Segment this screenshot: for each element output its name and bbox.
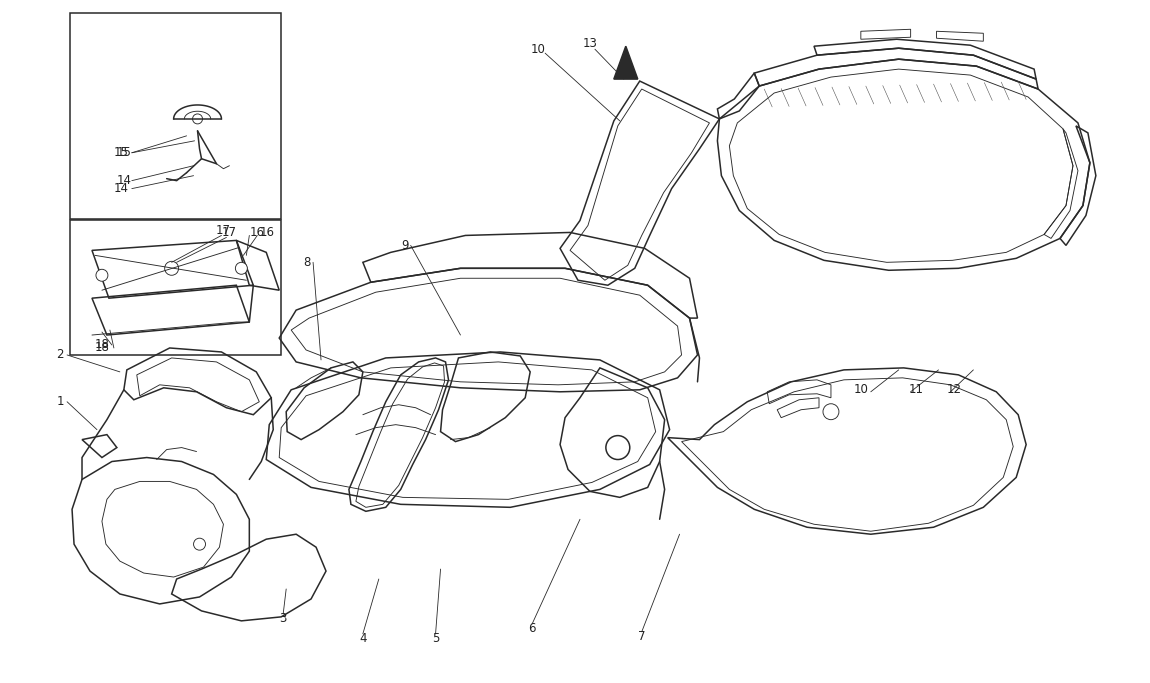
Circle shape xyxy=(193,538,206,550)
Text: 16: 16 xyxy=(259,226,275,239)
Circle shape xyxy=(236,262,247,275)
Text: 17: 17 xyxy=(222,226,237,239)
Circle shape xyxy=(95,269,108,281)
Text: 10: 10 xyxy=(530,43,545,56)
Text: 9: 9 xyxy=(401,239,408,252)
Text: 11: 11 xyxy=(908,383,923,396)
Text: 10: 10 xyxy=(854,383,868,396)
Text: 12: 12 xyxy=(946,383,961,396)
Text: 18: 18 xyxy=(95,339,110,352)
Text: 14: 14 xyxy=(117,174,132,187)
Text: 15: 15 xyxy=(114,146,129,159)
Text: 15: 15 xyxy=(117,146,132,159)
Circle shape xyxy=(606,436,630,460)
Text: 8: 8 xyxy=(304,256,312,269)
Text: 5: 5 xyxy=(432,632,439,645)
Text: 14: 14 xyxy=(114,182,129,195)
Text: 13: 13 xyxy=(583,37,597,50)
Text: 16: 16 xyxy=(250,226,264,239)
Text: 6: 6 xyxy=(528,622,536,635)
Text: 3: 3 xyxy=(279,613,286,626)
Circle shape xyxy=(164,262,178,275)
Text: 1: 1 xyxy=(56,395,64,408)
Text: 7: 7 xyxy=(638,630,645,643)
Text: 17: 17 xyxy=(216,224,231,237)
Circle shape xyxy=(823,404,838,419)
Text: 4: 4 xyxy=(359,632,367,645)
Text: 2: 2 xyxy=(56,348,64,361)
Polygon shape xyxy=(614,46,638,79)
Text: 18: 18 xyxy=(95,342,110,354)
